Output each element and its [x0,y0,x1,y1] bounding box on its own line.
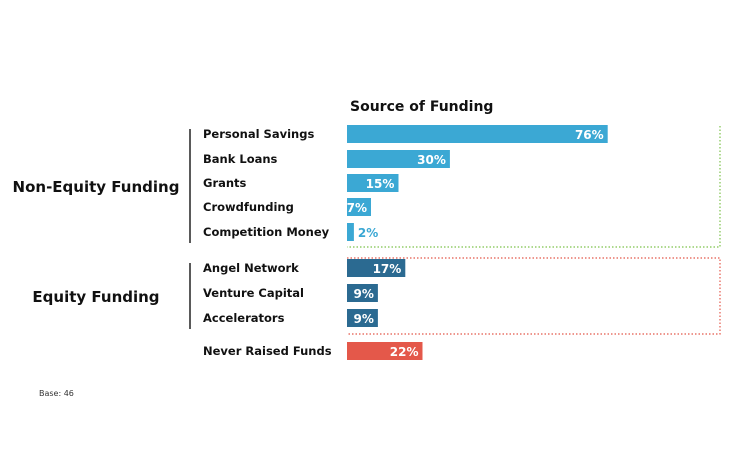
category-label-personal-savings: Personal Savings [203,127,314,141]
category-label-bank-loans: Bank Loans [203,152,278,166]
chart-title: Source of Funding [350,99,493,115]
value-label-grants: 15% [366,177,395,191]
bar-crowdfunding [347,198,371,216]
bar-competition-money [347,223,354,241]
bar-angel-network [347,259,406,277]
bar-never-raised-funds [347,342,423,360]
value-label-competition-money: 2% [358,226,378,240]
value-label-personal-savings: 76% [575,128,604,142]
chart-body: Personal Savings 76% Bank Loans 30% Grants 15… [13,125,721,360]
group-border-equity-funding [347,257,721,335]
value-label-never-raised-funds: 22% [390,345,419,359]
category-label-venture-capital: Venture Capital [203,286,304,300]
category-label-never-raised-funds: Never Raised Funds [203,344,332,358]
bar-venture-capital [347,284,378,302]
group-label-equity-funding: Equity Funding [32,288,159,306]
value-label-crowdfunding: 7% [347,201,367,215]
bar-grants [347,174,399,192]
value-label-accelerators: 9% [354,312,374,326]
category-label-grants: Grants [203,176,247,190]
group-label-non-equity-funding: Non-Equity Funding [13,178,180,196]
category-label-accelerators: Accelerators [203,311,285,325]
category-label-competition-money: Competition Money [203,225,330,239]
base-footnote: Base: 46 [39,389,74,398]
category-label-angel-network: Angel Network [203,261,299,275]
category-label-crowdfunding: Crowdfunding [203,200,294,214]
bar-bank-loans [347,150,450,168]
value-label-venture-capital: 9% [354,287,374,301]
bar-personal-savings [347,125,608,143]
value-label-angel-network: 17% [373,262,402,276]
value-label-bank-loans: 30% [417,153,446,167]
group-border-non-equity-funding [347,126,721,248]
bar-accelerators [347,309,378,327]
